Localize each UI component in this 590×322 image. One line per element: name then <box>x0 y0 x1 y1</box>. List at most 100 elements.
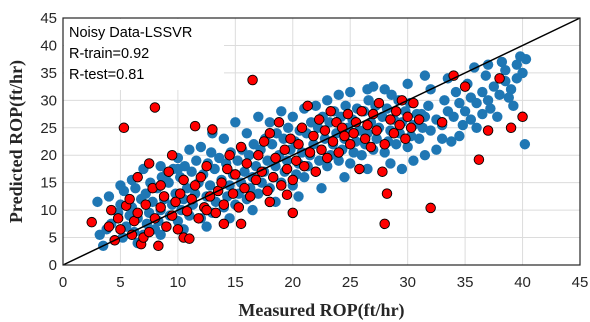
train-point <box>496 56 508 68</box>
train-point <box>385 158 396 169</box>
test-point <box>227 188 239 199</box>
train-point <box>402 141 413 153</box>
test-point <box>379 138 390 150</box>
train-point <box>419 150 431 161</box>
test-point <box>344 138 356 150</box>
test-point <box>287 174 299 186</box>
test-point <box>394 119 405 131</box>
train-point <box>488 81 500 92</box>
train-point <box>92 196 103 208</box>
test-point <box>239 182 250 194</box>
y-tick-labels: 0 5 10 15 20 25 30 35 40 45 <box>40 10 57 274</box>
test-point <box>207 124 218 135</box>
x-tick-label: 35 <box>457 274 474 291</box>
train-point <box>494 89 505 101</box>
test-point <box>425 202 436 214</box>
train-point <box>322 95 333 106</box>
x-tick-label: 15 <box>227 274 244 291</box>
test-point <box>112 213 124 224</box>
train-point <box>264 117 275 128</box>
train-point <box>371 133 382 144</box>
test-point <box>163 166 174 177</box>
train-point <box>293 191 304 202</box>
test-point <box>216 177 227 188</box>
y-tick-label: 30 <box>40 92 57 109</box>
test-point <box>258 136 270 147</box>
test-point <box>184 233 195 244</box>
train-point <box>239 166 250 177</box>
test-point <box>402 111 413 123</box>
train-point <box>345 86 356 98</box>
test-point <box>218 199 230 210</box>
test-point <box>166 149 178 161</box>
annotation-background <box>64 19 224 90</box>
train-point <box>396 163 408 175</box>
train-point <box>345 158 356 169</box>
train-point <box>417 122 428 133</box>
train-point <box>195 141 207 153</box>
plot-frame <box>62 17 581 266</box>
train-point <box>314 155 325 166</box>
train-point <box>425 125 436 136</box>
test-point <box>316 144 327 155</box>
test-point <box>388 128 400 139</box>
y-tick-label: 45 <box>40 10 57 27</box>
test-point <box>356 106 367 117</box>
x-tick-label: 45 <box>572 274 589 291</box>
test-point <box>293 138 304 150</box>
train-point <box>477 86 488 98</box>
train-point <box>408 155 419 166</box>
train-point <box>480 70 491 81</box>
y-tick-label: 0 <box>49 257 57 274</box>
test-point <box>413 114 425 125</box>
test-point <box>195 171 207 183</box>
test-point <box>250 174 262 186</box>
test-point <box>230 169 241 180</box>
test-point <box>132 207 143 219</box>
x-tick-labels: 0 5 10 15 20 25 30 35 40 45 <box>59 274 589 291</box>
train-point <box>299 171 310 183</box>
train-point <box>130 182 141 194</box>
train-point <box>448 111 459 123</box>
y-axis-title: Predicted ROP(ft/hr) <box>6 60 27 223</box>
test-point <box>279 144 290 155</box>
train-point <box>471 122 482 133</box>
train-point <box>316 182 327 194</box>
test-point <box>473 154 485 165</box>
train-point <box>482 59 494 70</box>
train-point <box>282 122 294 133</box>
train-point <box>492 111 503 123</box>
train-point <box>515 51 526 62</box>
test-point <box>115 224 126 235</box>
test-point <box>436 117 448 128</box>
train-point <box>103 191 115 202</box>
test-point <box>267 171 279 183</box>
train-point <box>230 117 241 128</box>
test-point <box>140 199 151 210</box>
test-point <box>482 125 494 136</box>
train-point <box>431 144 442 155</box>
test-point <box>201 160 212 172</box>
test-point <box>245 191 256 202</box>
test-point <box>377 166 388 177</box>
train-point <box>477 108 488 120</box>
train-point <box>446 136 457 147</box>
y-tick-label: 10 <box>40 202 57 219</box>
annotation-line: Noisy Data-LSSVR <box>69 25 192 41</box>
train-point <box>266 139 278 150</box>
train-point <box>465 114 477 125</box>
test-point <box>285 133 296 145</box>
train-point <box>209 163 220 175</box>
train-point <box>241 128 253 139</box>
test-point <box>281 163 293 175</box>
train-point <box>362 163 373 175</box>
test-point <box>241 158 253 169</box>
test-point <box>405 122 417 134</box>
train-point <box>511 59 523 70</box>
train-point <box>348 147 359 158</box>
train-point <box>232 155 243 166</box>
train-point <box>356 150 367 161</box>
train-point <box>450 86 462 98</box>
train-point <box>281 155 293 166</box>
test-point <box>262 185 273 197</box>
